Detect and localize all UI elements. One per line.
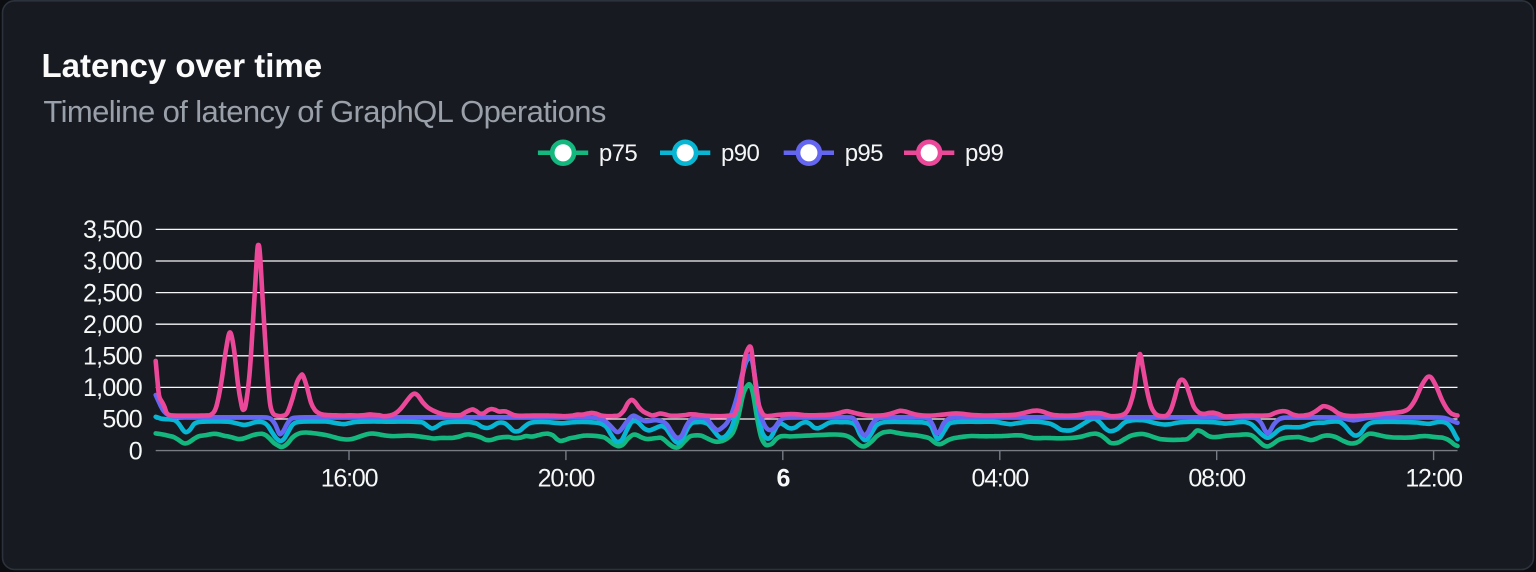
svg-text:1,000: 1,000 [83, 374, 142, 402]
svg-text:04:00: 04:00 [972, 465, 1029, 493]
svg-text:2,000: 2,000 [83, 311, 142, 339]
svg-text:20:00: 20:00 [538, 465, 595, 493]
svg-text:p90: p90 [721, 140, 759, 167]
svg-text:1,500: 1,500 [83, 343, 142, 371]
svg-text:0: 0 [129, 437, 142, 465]
svg-text:p99: p99 [965, 140, 1003, 167]
svg-text:p75: p75 [599, 140, 637, 167]
svg-text:6: 6 [776, 465, 789, 493]
svg-text:Timeline of latency of GraphQL: Timeline of latency of GraphQL Operation… [43, 94, 605, 129]
svg-text:2,500: 2,500 [83, 279, 142, 307]
svg-text:Latency over time: Latency over time [42, 47, 323, 84]
svg-text:12:00: 12:00 [1405, 465, 1462, 493]
svg-text:08:00: 08:00 [1188, 465, 1245, 493]
svg-text:3,000: 3,000 [83, 248, 142, 276]
svg-text:p95: p95 [845, 140, 883, 167]
svg-text:3,500: 3,500 [83, 216, 142, 244]
svg-text:500: 500 [102, 406, 142, 434]
svg-text:16:00: 16:00 [321, 465, 378, 493]
